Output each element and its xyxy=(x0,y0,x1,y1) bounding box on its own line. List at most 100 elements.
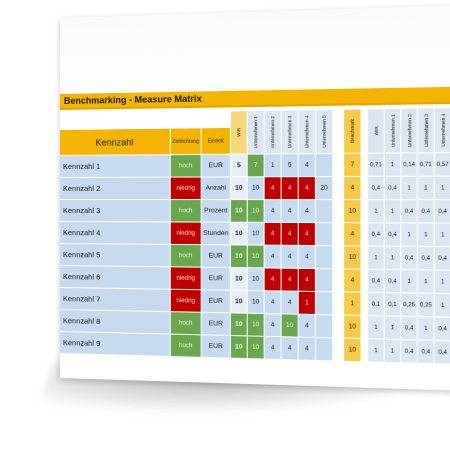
header-unternehmen-2[interactable]: Unternehmen 2 xyxy=(264,110,282,155)
zielrichtung-badge[interactable]: niedrig xyxy=(170,177,202,201)
ratio-value[interactable]: 1 xyxy=(384,246,402,271)
ratio-value[interactable]: 1 xyxy=(434,293,450,318)
unternehmen-value[interactable]: 10 xyxy=(247,336,265,360)
einheit-cell[interactable]: Anzahl xyxy=(201,177,231,201)
unternehmen-value[interactable] xyxy=(315,246,334,270)
zielrichtung-badge[interactable]: hoch xyxy=(170,244,202,268)
ratio-value[interactable]: 1 xyxy=(368,200,385,224)
ratio-value[interactable]: 1 xyxy=(434,270,450,295)
header-ratio-unternehmen-4[interactable]: Unternehmen 4 xyxy=(434,108,450,154)
unternehmen-value[interactable]: 1 xyxy=(298,291,316,316)
unternehmen-value[interactable]: 1 xyxy=(264,154,282,178)
zielrichtung-badge[interactable]: hoch xyxy=(170,154,202,178)
ratio-value[interactable]: 0,4 xyxy=(434,340,450,365)
ratio-value[interactable]: 0,4 xyxy=(418,246,435,271)
ratio-value[interactable]: 0,71 xyxy=(418,153,435,177)
ratio-value[interactable]: 0,4 xyxy=(384,223,402,247)
unternehmen-value[interactable]: 10 xyxy=(247,222,265,246)
kennzahl-name[interactable]: Kennzahl 5 xyxy=(60,244,171,268)
zielrichtung-badge[interactable]: hoch xyxy=(170,334,202,358)
zielrichtung-badge[interactable]: niedrig xyxy=(170,222,202,246)
benchmark-value[interactable]: 10 xyxy=(344,315,362,340)
wir-value[interactable]: 10 xyxy=(230,313,248,337)
benchmark-value[interactable]: 4 xyxy=(344,176,362,201)
header-unternehmen-1[interactable]: Unternehmen 1 xyxy=(247,110,265,155)
unternehmen-value[interactable]: 4 xyxy=(298,154,316,178)
unternehmen-value[interactable]: 4 xyxy=(281,177,299,201)
ratio-value[interactable]: 1 xyxy=(401,176,419,201)
ratio-value[interactable]: 0,25 xyxy=(418,293,435,318)
ratio-value[interactable]: 0,4 xyxy=(384,269,402,294)
unternehmen-value[interactable]: 10 xyxy=(247,177,265,201)
wir-value[interactable]: 10 xyxy=(230,245,248,269)
unternehmen-value[interactable]: 4 xyxy=(281,337,299,361)
wir-value[interactable]: 10 xyxy=(230,336,248,360)
benchmark-value[interactable]: 4 xyxy=(344,269,362,293)
kennzahl-name[interactable]: Kennzahl 2 xyxy=(60,177,171,201)
einheit-cell[interactable]: Prozent xyxy=(201,200,231,223)
ratio-value[interactable]: 1 xyxy=(384,316,402,341)
einheit-cell[interactable]: Stunden xyxy=(201,222,231,246)
ratio-value[interactable]: 1 xyxy=(384,153,402,177)
unternehmen-value[interactable]: 4 xyxy=(281,200,299,224)
unternehmen-value[interactable]: 4 xyxy=(264,245,282,269)
einheit-cell[interactable]: EUR xyxy=(201,335,231,359)
ratio-value[interactable]: 0,4 xyxy=(401,246,419,271)
ratio-value[interactable]: 0,4 xyxy=(434,317,450,342)
ratio-value[interactable]: 0,25 xyxy=(401,293,419,318)
header-unternehmen-3[interactable]: Unternehmen 3 xyxy=(281,110,299,155)
unternehmen-value[interactable]: 4 xyxy=(298,200,316,224)
unternehmen-value[interactable]: 5 xyxy=(281,154,299,178)
header-ratio-wir[interactable]: WIR xyxy=(368,109,385,154)
unternehmen-value[interactable]: 4 xyxy=(264,177,282,201)
zielrichtung-badge[interactable]: niedrig xyxy=(170,289,202,313)
unternehmen-value[interactable]: 4 xyxy=(281,222,299,246)
benchmark-value[interactable]: 7 xyxy=(344,153,362,177)
kennzahl-name[interactable]: Kennzahl 3 xyxy=(60,200,171,223)
ratio-value[interactable]: 0,4 xyxy=(384,176,402,201)
ratio-value[interactable]: 0,4 xyxy=(368,269,385,294)
ratio-value[interactable]: 0,71 xyxy=(368,153,385,177)
unternehmen-value[interactable]: 10 xyxy=(281,314,299,338)
ratio-value[interactable]: 0,4 xyxy=(368,176,385,201)
einheit-cell[interactable]: EUR xyxy=(201,267,231,291)
ratio-value[interactable]: 0,1 xyxy=(384,293,402,317)
ratio-value[interactable]: 0,4 xyxy=(401,340,419,364)
ratio-value[interactable]: 1 xyxy=(368,316,385,340)
wir-value[interactable]: 10 xyxy=(230,200,248,223)
header-ratio-unternehmen-1[interactable]: Unternehmen 1 xyxy=(384,108,402,154)
ratio-value[interactable]: 0,4 xyxy=(401,316,419,341)
unternehmen-value[interactable] xyxy=(315,153,334,178)
wir-value[interactable]: 10 xyxy=(230,290,248,314)
zielrichtung-badge[interactable]: niedrig xyxy=(170,267,202,291)
ratio-value[interactable]: 1 xyxy=(384,339,402,364)
unternehmen-value[interactable]: 10 xyxy=(247,290,265,315)
ratio-value[interactable]: 0,14 xyxy=(401,153,419,177)
ratio-value[interactable]: 0,57 xyxy=(434,153,450,177)
ratio-value[interactable]: 0,4 xyxy=(418,340,435,365)
unternehmen-value[interactable]: 4 xyxy=(298,177,316,201)
header-benchmark[interactable]: Benchmark xyxy=(344,109,362,154)
unternehmen-value[interactable]: 10 xyxy=(247,200,265,223)
header-unternehmen-4[interactable]: Unternehmen 4 xyxy=(298,110,316,155)
unternehmen-value[interactable]: 4 xyxy=(298,245,316,270)
unternehmen-value[interactable]: 4 xyxy=(264,200,282,223)
einheit-cell[interactable]: EUR xyxy=(201,245,231,269)
wir-value[interactable]: 10 xyxy=(230,268,248,291)
unternehmen-value[interactable]: 4 xyxy=(264,291,282,315)
unternehmen-value[interactable] xyxy=(315,338,334,362)
unternehmen-value[interactable]: 4 xyxy=(298,223,316,247)
kennzahl-name[interactable]: Kennzahl 9 xyxy=(60,332,171,358)
wir-value[interactable]: 5 xyxy=(230,154,248,178)
wir-value[interactable]: 10 xyxy=(230,222,248,246)
benchmark-value[interactable]: 4 xyxy=(344,223,362,247)
einheit-cell[interactable]: EUR xyxy=(201,290,231,314)
kennzahl-name[interactable]: Kennzahl 1 xyxy=(60,155,171,178)
unternehmen-value[interactable]: 4 xyxy=(298,268,316,293)
ratio-value[interactable]: 1 xyxy=(434,223,450,248)
ratio-value[interactable]: 1 xyxy=(418,176,435,201)
wir-value[interactable]: 10 xyxy=(230,177,248,201)
header-unternehmen-5[interactable]: Unternehmen 5 xyxy=(315,109,334,155)
header-einheit[interactable]: Einheit xyxy=(201,127,231,155)
unternehmen-value[interactable] xyxy=(315,223,334,247)
